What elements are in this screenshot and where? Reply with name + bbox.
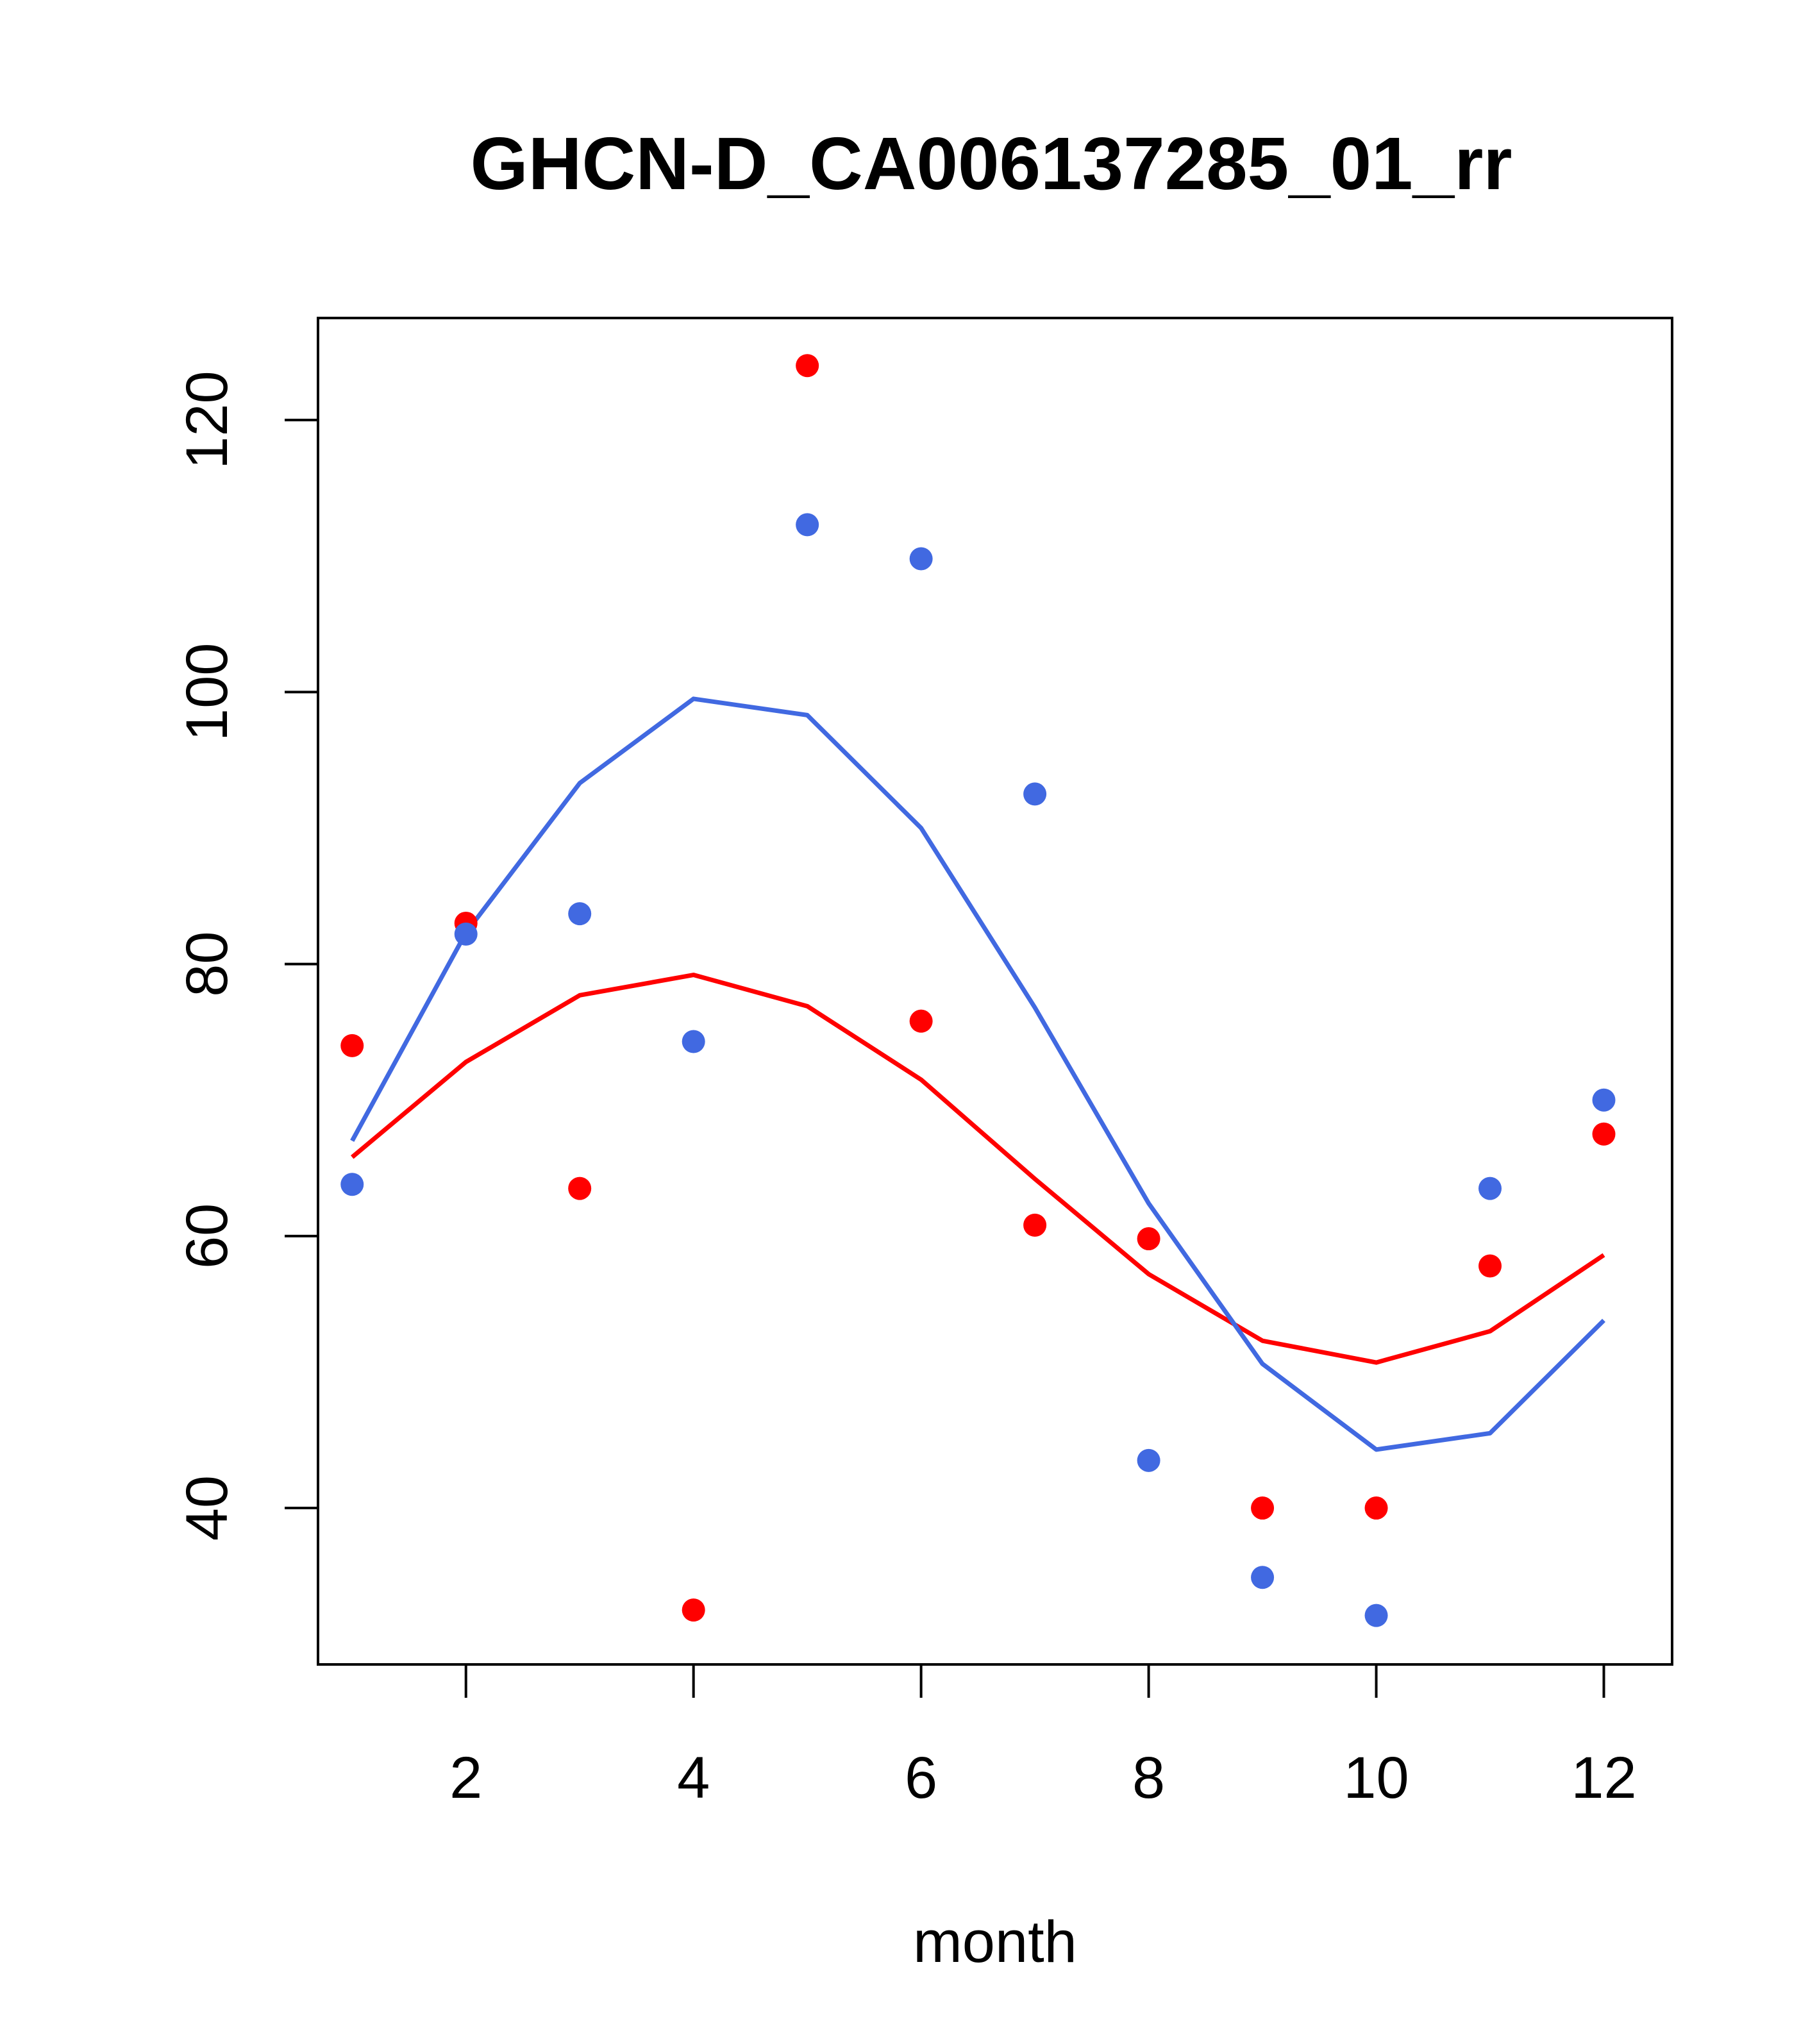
data-point bbox=[568, 902, 592, 926]
series-points bbox=[340, 354, 1616, 1627]
x-axis-label: month bbox=[913, 1909, 1077, 1975]
data-point bbox=[568, 1177, 592, 1200]
series-lines bbox=[350, 696, 1605, 1452]
x-tick-label: 12 bbox=[1571, 1745, 1636, 1811]
data-point bbox=[1478, 1254, 1502, 1278]
data-point bbox=[682, 1598, 705, 1622]
chart-title: GHCN-D_CA006137285_01_rr bbox=[471, 122, 1512, 205]
data-point bbox=[1364, 1604, 1388, 1627]
data-point bbox=[1251, 1496, 1275, 1520]
series-line-3 bbox=[350, 696, 1605, 1452]
data-point bbox=[796, 354, 819, 378]
y-axis: 40 60 80 100 120 bbox=[174, 371, 319, 1541]
data-point bbox=[1592, 1088, 1616, 1112]
data-point bbox=[1251, 1566, 1275, 1589]
x-tick-label: 2 bbox=[449, 1745, 482, 1811]
data-point bbox=[340, 1173, 364, 1196]
y-tick-label: 40 bbox=[174, 1475, 240, 1541]
x-tick-label: 4 bbox=[677, 1745, 710, 1811]
data-point bbox=[1023, 782, 1047, 806]
y-tick-label: 60 bbox=[174, 1203, 240, 1269]
data-point bbox=[1137, 1448, 1160, 1472]
x-tick-label: 8 bbox=[1132, 1745, 1165, 1811]
series-line-2 bbox=[350, 973, 1605, 1365]
data-point bbox=[909, 547, 933, 571]
data-point bbox=[1478, 1177, 1502, 1200]
x-tick-label: 6 bbox=[905, 1745, 937, 1811]
x-tick-label: 10 bbox=[1343, 1745, 1409, 1811]
y-tick-label: 80 bbox=[174, 931, 240, 996]
data-point bbox=[796, 513, 819, 537]
data-point bbox=[1364, 1496, 1388, 1520]
x-axis: 2 4 6 8 10 12 bbox=[449, 1663, 1637, 1811]
data-point bbox=[454, 922, 478, 946]
data-point bbox=[1137, 1227, 1160, 1251]
data-point bbox=[1592, 1122, 1616, 1146]
data-point bbox=[682, 1030, 705, 1053]
data-point bbox=[340, 1034, 364, 1057]
data-point bbox=[909, 1009, 933, 1033]
data-point bbox=[1023, 1213, 1047, 1237]
y-tick-label: 120 bbox=[174, 371, 240, 469]
y-tick-label: 100 bbox=[174, 643, 240, 742]
